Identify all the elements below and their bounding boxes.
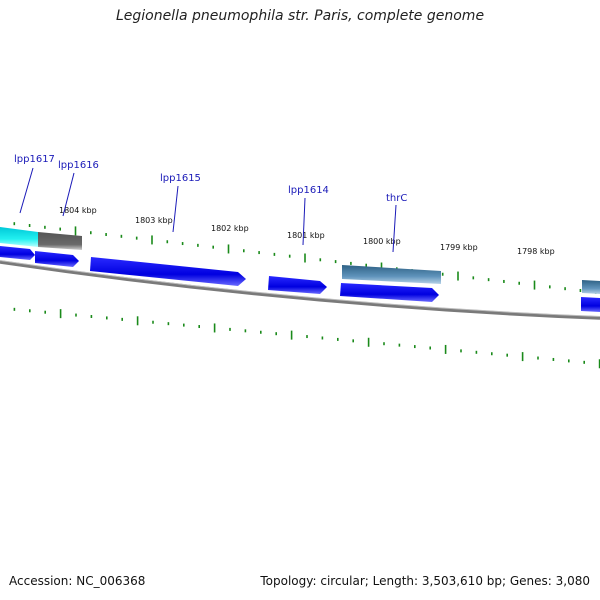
ruler-label-1800kbp: 1800 kbp [363, 237, 401, 246]
accession-label: Accession: NC_006368 [9, 574, 146, 588]
ruler-label-1801kbp: 1801 kbp [287, 231, 325, 240]
cds-arrow-lpp1614[interactable] [268, 276, 327, 294]
ruler-label-1798kbp: 1798 kbp [517, 247, 555, 256]
gene-feature-edge[interactable] [582, 280, 600, 294]
ruler-label-1804kbp: 1804 kbp [59, 206, 97, 215]
map-title: Legionella pneumophila str. Paris, compl… [115, 8, 485, 24]
gene-label-lpp1615[interactable]: lpp1615 [160, 173, 201, 184]
gene-label-lpp1616[interactable]: lpp1616 [58, 160, 99, 171]
upper-tick-ruler [13, 222, 597, 294]
label-leader-lpp1617 [19, 167, 34, 214]
label-leader-lpp1615 [172, 185, 179, 233]
gene-feature-cyan[interactable] [0, 227, 38, 247]
cds-arrow-2[interactable] [35, 251, 79, 267]
genome-backbone-highlight [0, 260, 600, 317]
cds-arrow-edge[interactable] [581, 297, 600, 312]
gene-label-thrC[interactable]: thrC [386, 193, 407, 204]
label-leader-thrC [392, 204, 397, 253]
ruler-label-1803kbp: 1803 kbp [135, 216, 173, 225]
ruler-label-1799kbp: 1799 kbp [440, 243, 478, 252]
label-leader-lpp1614 [302, 197, 306, 246]
gene-feature-thrC[interactable] [342, 265, 441, 284]
gene-feature-gray[interactable] [38, 232, 82, 250]
genome-summary: Topology: circular; Length: 3,503,610 bp… [260, 574, 590, 588]
genome-backbone [0, 260, 600, 320]
ruler-label-1802kbp: 1802 kbp [211, 224, 249, 233]
cds-arrow-thrC[interactable] [340, 283, 439, 302]
lower-tick-ruler [13, 307, 600, 369]
cds-arrow-1[interactable] [0, 246, 35, 260]
gene-label-lpp1617[interactable]: lpp1617 [14, 154, 55, 165]
label-leader-lpp1616 [62, 172, 75, 217]
gene-label-lpp1614[interactable]: lpp1614 [288, 185, 329, 196]
cds-arrow-lpp1615[interactable] [90, 257, 246, 286]
